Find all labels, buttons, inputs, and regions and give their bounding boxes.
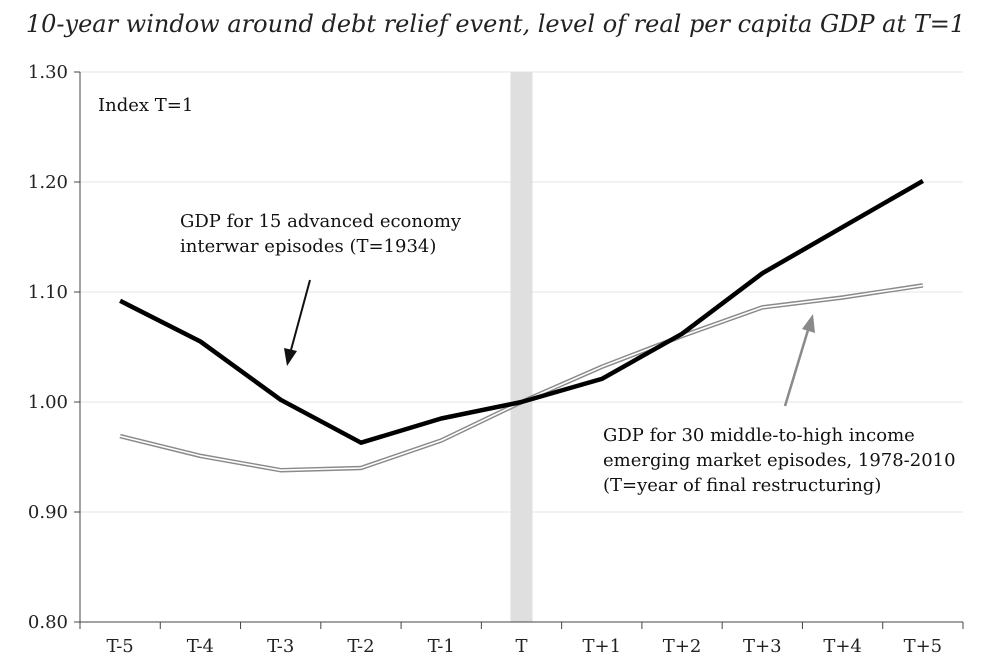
annotation-advanced-economy-line: GDP for 15 advanced economy bbox=[180, 211, 462, 232]
x-tick-label: T bbox=[515, 636, 527, 657]
annotation-advanced-economy-line: interwar episodes (T=1934) bbox=[180, 236, 436, 257]
y-tick-label: 1.10 bbox=[28, 282, 68, 303]
y-tick-label: 1.20 bbox=[28, 172, 68, 193]
x-tick-label: T-1 bbox=[428, 636, 455, 657]
x-tick-label: T+1 bbox=[582, 636, 621, 657]
arrow-emerging-market-head bbox=[802, 314, 815, 333]
y-tick-label: 1.00 bbox=[28, 392, 68, 413]
series-advanced-economy-line bbox=[119, 178, 925, 445]
x-tick-label: T+5 bbox=[904, 636, 943, 657]
x-tick-label: T-4 bbox=[187, 636, 214, 657]
annotation-emerging-market-line: emerging market episodes, 1978-2010 bbox=[603, 450, 956, 471]
y-tick-label: 1.30 bbox=[28, 62, 68, 83]
index-label: Index T=1 bbox=[98, 95, 193, 116]
annotation-emerging-market-line: (T=year of final restructuring) bbox=[603, 475, 881, 496]
series-lines bbox=[119, 178, 925, 473]
y-tick-label: 0.80 bbox=[28, 612, 68, 633]
x-tick-label: T+2 bbox=[663, 636, 702, 657]
annotation-emerging-market-line: GDP for 30 middle-to-high income bbox=[603, 425, 915, 446]
x-tick-label: T-2 bbox=[347, 636, 374, 657]
arrow-advanced-economy-shaft bbox=[290, 279, 311, 351]
highlight-band-t bbox=[510, 72, 533, 622]
x-tick-label: T-3 bbox=[267, 636, 294, 657]
x-tick-labels: T-5 T-4 T-3 T-2 T-1 T T+1 T+2 T+3 T+4 T+5 bbox=[107, 636, 943, 657]
x-tick-label: T+4 bbox=[823, 636, 862, 657]
axes bbox=[74, 71, 964, 629]
arrow-advanced-economy-head bbox=[284, 348, 297, 366]
x-tick-label: T-5 bbox=[107, 636, 134, 657]
y-tick-labels: 0.80 0.90 1.00 1.10 1.20 1.30 bbox=[28, 62, 68, 633]
arrow-emerging-market-shaft bbox=[783, 329, 810, 407]
y-tick-label: 0.90 bbox=[28, 502, 68, 523]
chart-title: 10-year window around debt relief event,… bbox=[25, 10, 966, 38]
annotations: Index T=1 GDP for 15 advanced economy int… bbox=[98, 95, 956, 496]
x-tick-label: T+3 bbox=[743, 636, 782, 657]
